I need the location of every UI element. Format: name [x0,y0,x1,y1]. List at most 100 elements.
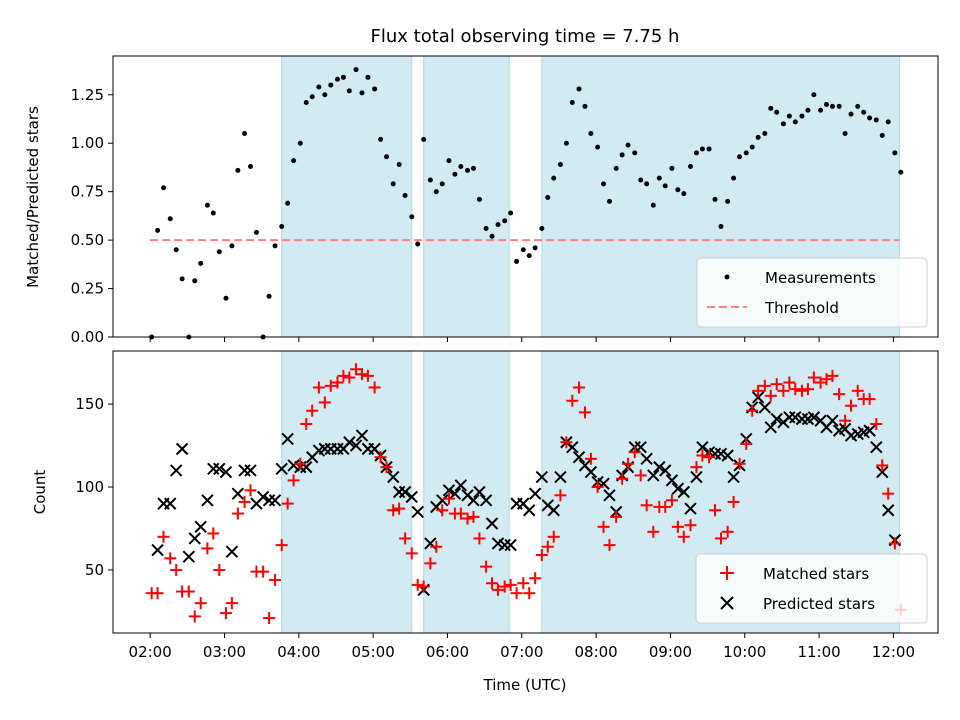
bottom-y-tick-label: 150 [75,395,104,413]
matched-point [492,583,504,596]
matched-point [597,520,610,533]
predicted-point [175,442,189,456]
measurement-point [681,191,687,197]
matched-point [882,487,895,500]
measurement-point [508,210,514,216]
matched-point [709,504,722,517]
predicted-point [554,470,567,484]
measurement-point [476,196,482,202]
predicted-point [764,421,777,434]
predicted-point [281,432,294,446]
measurement-point [792,119,798,125]
measurement-point [606,198,612,204]
matched-point [504,578,517,591]
matched-point [275,539,288,552]
matched-point [213,563,226,576]
measurement-point [378,136,384,142]
measurement-point [557,162,563,168]
predicted-point [659,464,672,477]
predicted-point [690,470,703,484]
measurement-point [762,131,768,137]
observing-interval-1 [281,55,413,338]
predicted-point [398,485,412,499]
matched-point [523,587,536,600]
measurement-point [805,107,811,113]
matched-point [331,376,344,389]
measurement-point [520,247,526,253]
measurement-point [613,165,619,171]
measurement-point [848,111,854,117]
top-y-tick-label: 0.75 [71,183,104,201]
predicted-point [535,470,549,484]
predicted-point [547,504,560,517]
x-tick-label: 04:00 [277,643,320,661]
top-y-tick-label: 0.00 [71,328,104,346]
legend-measurement-marker [724,274,730,280]
predicted-point [349,439,363,452]
top-y-tick-label: 0.25 [71,280,104,298]
x-tick-label: 12:00 [872,643,915,661]
measurement-point [892,150,898,156]
predicted-point [188,532,201,545]
matched-point [244,484,257,497]
matched-point [876,459,889,472]
predicted-point [467,494,480,507]
matched-point [207,527,220,540]
predicted-point [355,429,369,442]
bottom-plot-frame [112,350,939,634]
matched-point [417,580,430,593]
x-axis: 02:00 03:00 04:00 05:00 06:00 07:00 08:00 09:00… [129,633,915,661]
measurement-point [526,253,532,259]
predicted-point [256,490,270,504]
measurement-point [384,154,390,160]
measurement-point [242,131,248,137]
matched-point [170,563,183,576]
measurement-point [867,115,873,121]
matched-point [498,580,511,593]
measurement-point [780,121,786,127]
top-y-tick-label: 1.25 [71,86,104,104]
measurement-point [799,113,805,119]
measurement-point [285,200,291,206]
predicted-point [201,494,214,507]
matched-point [361,369,374,382]
predicted-point [238,464,251,477]
measurement-point [365,74,371,80]
predicted-point [411,505,424,519]
ratio-panel: 0.00 0.25 0.50 0.75 1.00 1.25 Matched/Predict… [24,55,939,346]
measurement-point [161,185,167,191]
measurement-point [693,150,699,156]
matched-point [374,451,387,464]
matched-point [219,607,232,620]
measurement-point [223,295,229,301]
measurement-point [755,134,761,140]
predicted-point [151,543,164,557]
predicted-point [721,449,734,462]
matched-point [424,557,437,570]
matched-point [324,379,337,392]
measurement-point [879,132,885,138]
matched-point [225,597,238,610]
x-tick-label: 07:00 [500,643,543,661]
measurement-point [774,109,780,115]
matched-point [343,371,356,384]
predicted-point [442,484,456,497]
matched-point [541,540,554,553]
matched-point [752,384,765,397]
matched-point [684,519,697,532]
measurement-point [725,198,731,204]
matched-point [789,383,802,396]
observing-interval-2 [423,55,510,338]
predicted-point [696,441,709,454]
predicted-point [677,485,691,499]
x-tick-label: 10:00 [723,643,766,661]
measurement-point [588,131,594,137]
matched-point [622,457,635,470]
measurement-point [842,131,848,137]
matched-point [201,542,214,555]
bottom-y-axis-label: Count [31,470,49,515]
matched-point [281,497,294,510]
matched-point [795,384,808,397]
matched-point [863,393,876,406]
measurement-point [409,214,415,220]
